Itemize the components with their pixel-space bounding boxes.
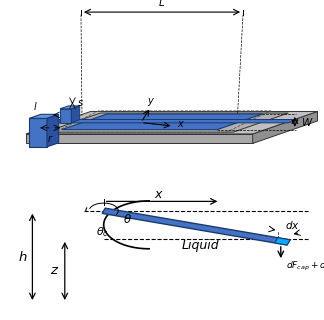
Text: $z$: $z$ — [51, 264, 60, 277]
Polygon shape — [29, 114, 59, 118]
Polygon shape — [60, 109, 71, 123]
Text: $dx$: $dx$ — [285, 219, 300, 231]
Text: $h$: $h$ — [18, 250, 28, 264]
Text: $W$: $W$ — [301, 116, 314, 128]
Text: $y$: $y$ — [147, 96, 155, 108]
Text: $r$: $r$ — [47, 133, 53, 144]
Text: Liquid: Liquid — [182, 239, 220, 252]
Polygon shape — [71, 106, 80, 123]
Text: $dF_{cap}+dF_{Cas}$: $dF_{cap}+dF_{Cas}$ — [286, 260, 324, 273]
Text: $\theta$: $\theta$ — [123, 213, 132, 226]
Text: $x$: $x$ — [154, 188, 164, 201]
Polygon shape — [47, 114, 59, 147]
Polygon shape — [26, 134, 253, 143]
Text: $l$: $l$ — [32, 100, 37, 112]
Polygon shape — [36, 119, 298, 123]
Polygon shape — [60, 106, 80, 109]
Text: $L$: $L$ — [158, 0, 166, 8]
Polygon shape — [62, 114, 262, 130]
Polygon shape — [45, 113, 288, 132]
Text: $x$: $x$ — [177, 119, 185, 129]
Polygon shape — [102, 208, 290, 245]
Text: $\theta_c$: $\theta_c$ — [96, 225, 109, 239]
Text: $s$: $s$ — [77, 98, 84, 108]
Polygon shape — [275, 238, 290, 245]
Polygon shape — [253, 111, 318, 143]
Polygon shape — [26, 111, 318, 134]
Polygon shape — [29, 118, 47, 147]
